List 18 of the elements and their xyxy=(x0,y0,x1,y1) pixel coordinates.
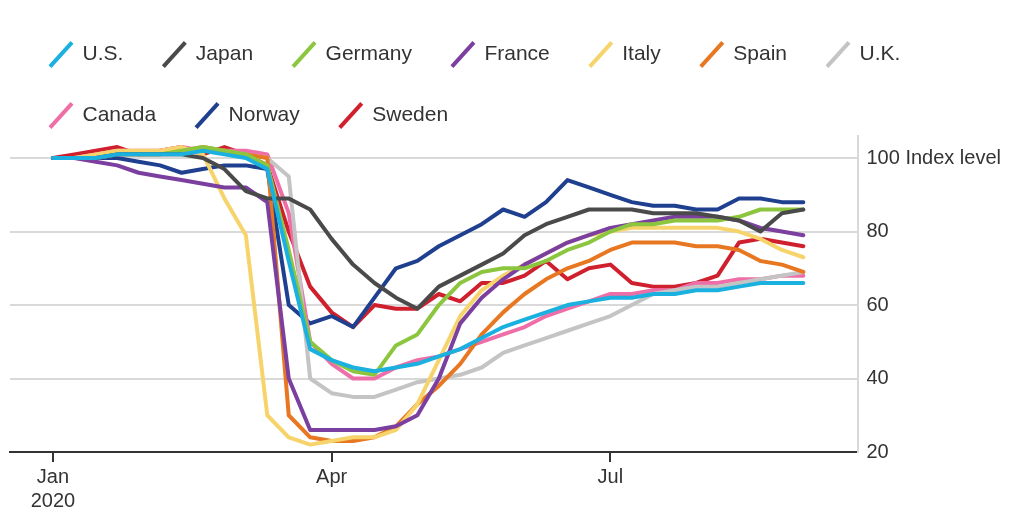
x-tick-label: Jul xyxy=(597,464,624,487)
y-tick-label: 20 xyxy=(866,439,889,462)
x-tick-label: Apr xyxy=(316,464,348,487)
legend-label: U.K. xyxy=(859,41,901,65)
legend-label: Norway xyxy=(228,102,301,126)
legend-label: U.S. xyxy=(82,41,124,65)
y-tick-label: 100 Index level xyxy=(866,145,1002,168)
y-tick-label: 40 xyxy=(866,366,889,389)
legend-label: Japan xyxy=(195,41,254,65)
legend-label: Canada xyxy=(82,102,157,126)
x-tick-label: Jan 2020 xyxy=(30,464,76,511)
legend-label: Italy xyxy=(622,41,662,65)
legend-label: Sweden xyxy=(372,102,449,126)
y-tick-label: 80 xyxy=(866,219,889,242)
legend-label: France xyxy=(484,41,550,65)
y-tick-label: 60 xyxy=(866,292,889,315)
legend-label: Spain xyxy=(733,41,788,65)
legend-label: Germany xyxy=(325,41,413,65)
